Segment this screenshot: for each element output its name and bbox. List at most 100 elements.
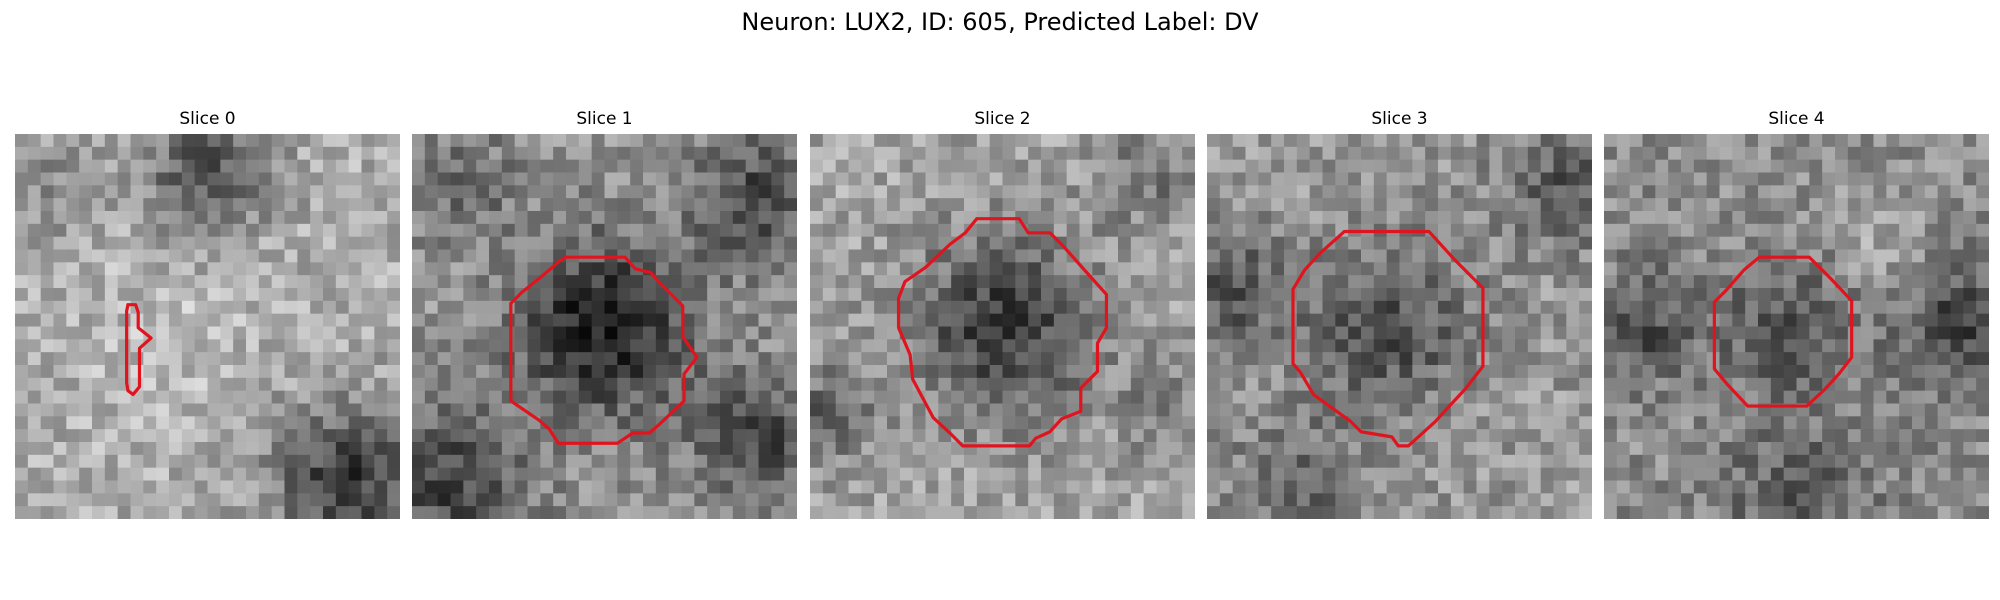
pixel [566, 416, 580, 430]
pixel [1873, 506, 1887, 519]
pixel [143, 300, 157, 315]
pixel [1028, 300, 1042, 315]
pixel [1118, 365, 1132, 379]
pixel [720, 467, 734, 482]
pixel [1502, 416, 1516, 430]
pixel [1783, 134, 1798, 148]
pixel [1041, 275, 1055, 289]
pixel [246, 454, 260, 469]
pixel [732, 352, 747, 366]
pixel [15, 172, 29, 186]
pixel [1066, 467, 1081, 482]
pixel [92, 454, 106, 469]
pixel [15, 198, 29, 212]
pixel [1668, 159, 1682, 174]
pixel [374, 159, 388, 174]
pixel [1566, 326, 1580, 340]
pixel [1860, 467, 1875, 482]
pixel [1693, 429, 1708, 443]
pixel [1976, 211, 1989, 225]
pixel [1719, 262, 1733, 276]
pixel [1553, 185, 1567, 199]
pixel [207, 442, 221, 456]
pixel [1527, 454, 1542, 469]
pixel [424, 223, 439, 238]
pixel [1847, 185, 1862, 199]
pixel [310, 172, 324, 186]
pixel [1066, 429, 1081, 443]
pixel [1425, 326, 1439, 340]
pixel [1361, 326, 1375, 340]
pixel [1783, 467, 1798, 482]
pixel [976, 146, 991, 161]
pixel [553, 236, 567, 251]
pixel [1809, 480, 1823, 494]
pixel [899, 185, 914, 199]
pixel [1706, 159, 1721, 174]
pixel [1604, 211, 1618, 225]
pixel [1425, 300, 1439, 315]
pixel [424, 352, 439, 366]
pixel [989, 442, 1004, 456]
pixel [874, 377, 888, 392]
pixel [1092, 442, 1106, 456]
pixel [707, 506, 721, 519]
pixel [1745, 300, 1759, 315]
pixel [1182, 339, 1195, 353]
pixel [514, 211, 529, 225]
pixel [1041, 146, 1055, 161]
pixel [566, 442, 580, 456]
pixel [655, 506, 670, 519]
pixel [1809, 134, 1823, 148]
pixel [335, 377, 350, 392]
pixel [1822, 223, 1836, 238]
pixel [1822, 300, 1836, 315]
pixel [1412, 146, 1426, 161]
pixel [1182, 313, 1195, 328]
pixel [1118, 288, 1132, 302]
pixel [323, 339, 337, 353]
pixel [758, 249, 772, 263]
pixel [835, 134, 850, 148]
pixel [1296, 506, 1311, 519]
pixel [181, 236, 196, 251]
pixel [207, 288, 221, 302]
pixel [387, 326, 400, 340]
pixel [1976, 365, 1989, 379]
pixel [784, 390, 797, 405]
pixel [40, 506, 55, 519]
pixel [1066, 159, 1081, 174]
pixel [1950, 377, 1964, 392]
pixel [976, 339, 991, 353]
pixel [874, 467, 888, 482]
pixel [1489, 493, 1503, 507]
pixel [1399, 146, 1413, 161]
pixel [771, 442, 785, 456]
pixel [835, 480, 850, 494]
pixel [387, 506, 400, 519]
pixel [463, 198, 477, 212]
pixel [553, 467, 567, 482]
pixel [694, 454, 708, 469]
pixel [220, 236, 234, 251]
pixel [643, 352, 657, 366]
pixel [1232, 185, 1247, 199]
pixel [1284, 365, 1298, 379]
pixel [1182, 416, 1195, 430]
pixel [1809, 467, 1823, 482]
pixel [1412, 454, 1426, 469]
pixel [1002, 198, 1016, 212]
pixel [424, 275, 439, 289]
pixel [758, 506, 772, 519]
pixel [437, 275, 452, 289]
pixel [476, 198, 490, 212]
pixel [297, 211, 311, 225]
pixel [1719, 493, 1733, 507]
pixel [1425, 185, 1439, 199]
pixel [220, 454, 234, 469]
pixel [1937, 172, 1952, 186]
pixel [271, 313, 286, 328]
pixel [1655, 262, 1669, 276]
pixel [335, 326, 350, 340]
pixel [1399, 236, 1413, 251]
